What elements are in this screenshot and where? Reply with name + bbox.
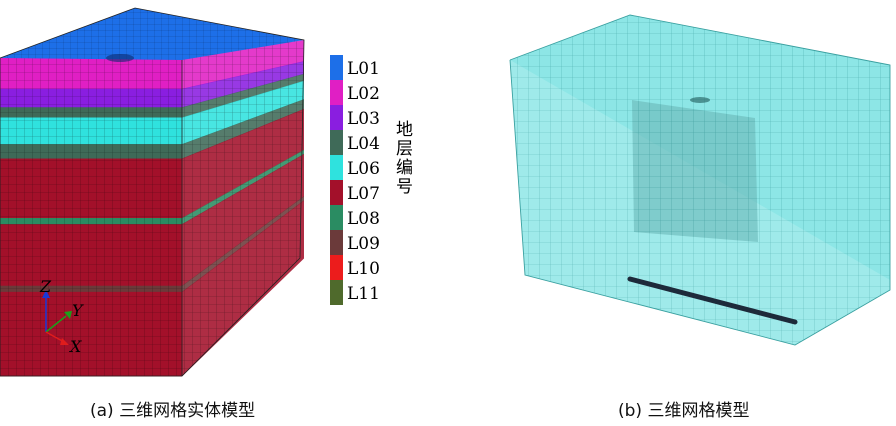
top-face-mesh (0, 8, 304, 60)
z-axis-arrow (42, 290, 50, 298)
legend-swatch-l10 (330, 255, 343, 280)
y-axis-arrow (64, 311, 72, 319)
solid-mesh-model: Z Y X L01 L02 L03 L04 L06 L07 L08 L09 L10 L11 地层编… (0, 7, 413, 377)
axis-triad: Z Y X (39, 277, 84, 356)
legend-title: 地层编号 (392, 120, 413, 196)
legend-label-l07: L07 (347, 184, 380, 204)
legend-swatch-l08 (330, 205, 343, 230)
legend-label-l11: L11 (347, 284, 380, 304)
front-face-mesh (0, 58, 182, 376)
legend-label-l06: L06 (347, 159, 380, 179)
x-axis-line (45, 331, 65, 343)
z-axis-label: Z (39, 277, 52, 296)
inner-panel-grid (632, 100, 758, 242)
layer-legend: L01 L02 L03 L04 L06 L07 L08 L09 L10 L11 (330, 55, 380, 305)
caption-a: (a) 三维网格实体模型 (90, 401, 256, 421)
legend-label-l04: L04 (347, 134, 380, 154)
x-axis-arrow (60, 338, 69, 345)
model-outline (0, 7, 305, 377)
x-axis-label: X (68, 337, 82, 356)
legend-swatch-l09 (330, 230, 343, 255)
legend-swatch-l03 (330, 105, 343, 130)
top-mesh-refinement (106, 54, 134, 62)
legend-label-l01: L01 (347, 59, 380, 79)
legend-swatch-l07 (330, 180, 343, 205)
mesh-refinement-point (690, 97, 710, 103)
legend-swatch-l04 (330, 130, 343, 155)
legend-swatch-l06 (330, 155, 343, 180)
y-axis-line (45, 315, 67, 333)
translucent-mesh-model (509, 14, 891, 346)
legend-label-l08: L08 (347, 209, 380, 229)
legend-swatch-l01 (330, 55, 343, 80)
y-axis-label: Y (72, 301, 84, 320)
legend-swatch-l11 (330, 280, 343, 305)
right-face-mesh (182, 40, 304, 376)
caption-b: (b) 三维网格模型 (618, 401, 750, 421)
legend-label-l03: L03 (347, 109, 380, 129)
mesh-outline (509, 14, 891, 346)
legend-label-l10: L10 (347, 259, 380, 279)
legend-label-l02: L02 (347, 84, 380, 104)
legend-swatch-l02 (330, 80, 343, 105)
embedded-pipe (627, 276, 798, 325)
legend-label-l09: L09 (347, 234, 380, 254)
